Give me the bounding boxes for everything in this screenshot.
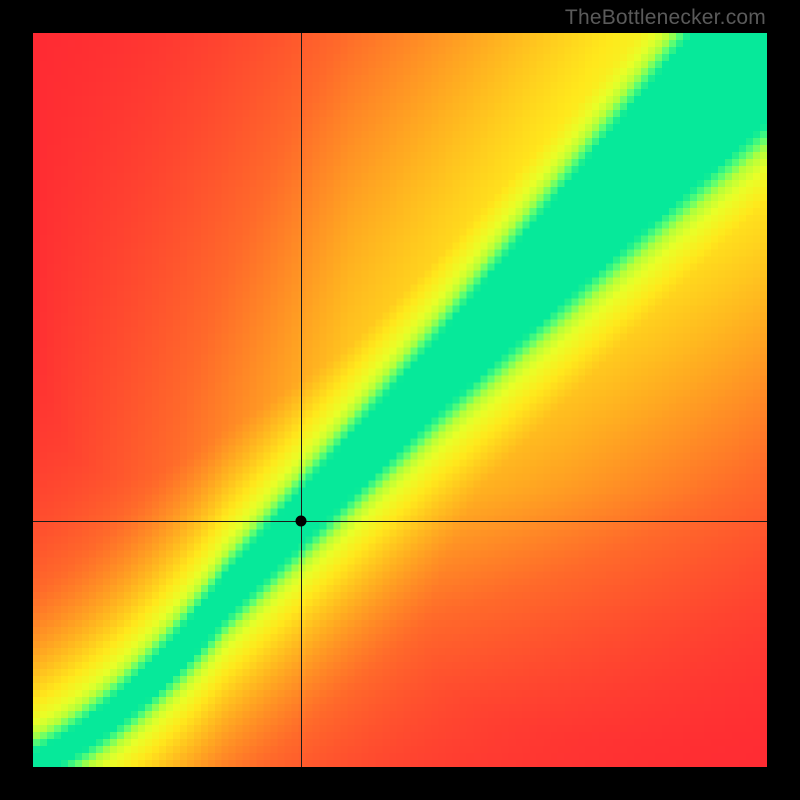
crosshair-horizontal [33, 521, 767, 522]
heatmap-plot [33, 33, 767, 767]
heatmap-canvas [33, 33, 767, 767]
crosshair-vertical [301, 33, 302, 767]
chart-container: TheBottlenecker.com [0, 0, 800, 800]
marker-dot [296, 515, 307, 526]
watermark-text: TheBottlenecker.com [565, 6, 766, 30]
